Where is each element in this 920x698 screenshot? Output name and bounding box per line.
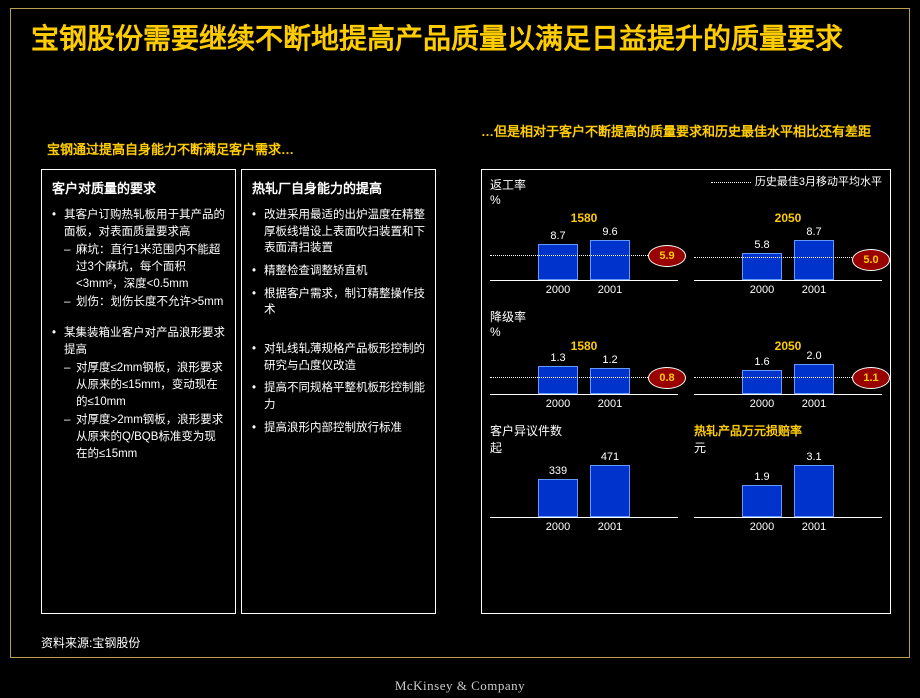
bar [590,368,630,394]
col1-list: 其客户订购热轧板用于其产品的面板，对表面质量要求高 麻坑：直行1米范围内不能超过… [52,207,225,462]
bar [590,240,630,280]
dotted-line-icon [711,182,751,183]
bar [794,240,834,280]
chart-downgrade-2050: 2050 1.6 2.0 1.1 20002001 [694,339,882,410]
col2-b3: 根据客户需求，制订精整操作技术 [252,286,425,319]
s3-right-title: 热轧产品万元损赔率 [694,422,882,439]
col2-b4: 对轧线轧薄规格产品板形控制的研究与凸度仪改造 [252,341,425,374]
col1-b2: 某集装箱业客户对产品浪形要求提高 对厚度≤2mm钢板，浪形要求从原来的≤15mm… [52,325,225,462]
bar [538,366,578,394]
col2-b2: 精整检查调整矫直机 [252,263,425,280]
col1-b1s1: 麻坑：直行1米范围内不能超过3个麻坑，每个面积<3mm²，深度<0.5mm [64,242,225,292]
column-mill-capability: 热轧厂自身能力的提高 改进采用最适的出炉温度在精整厚板线增设上表面吹扫装置和下表… [241,169,436,614]
col2-b5: 提高不同规格平整机板形控制能力 [252,380,425,413]
section3-charts: 339 471 20002001 1.9 3.1 20002001 [490,458,882,533]
col2-list: 改进采用最适的出炉温度在精整厚板线增设上表面吹扫装置和下表面清扫装置 精整检查调… [252,207,425,436]
section1-header: 返工率 % 历史最佳3月移动平均水平 [490,176,882,207]
chart-downgrade-1580: 1580 1.3 1.2 0.8 20002001 [490,339,678,410]
bar [538,244,578,280]
main-title: 宝钢股份需要继续不断地提高产品质量以满足日益提升的质量要求 [31,21,889,57]
col2-header: 热轧厂自身能力的提高 [252,178,425,197]
section2-charts: 1580 1.3 1.2 0.8 20002001 2050 1.6 2.0 1… [490,339,882,410]
s3-right-unit: 元 [694,439,882,456]
col1-b2s1: 对厚度≤2mm钢板，浪形要求从原来的≤15mm，变动现在的≤10mm [64,360,225,410]
s1-unit: % [490,193,526,207]
footer-logo: McKinsey & Company [395,678,525,694]
chart-disputes: 339 471 20002001 [490,458,678,533]
slide-frame: 宝钢股份需要继续不断地提高产品质量以满足日益提升的质量要求 宝钢通过提高自身能力… [10,8,910,658]
bar [590,465,630,517]
chart-compensation: 1.9 3.1 20002001 [694,458,882,533]
target-badge: 5.9 [648,245,686,267]
bar [538,479,578,517]
s1-title: 返工率 [490,176,526,193]
col1-b1s2: 划伤：划伤长度不允许>5mm [64,294,225,311]
s3-left-title: 客户异议件数 [490,422,678,439]
bar [742,370,782,394]
source-text: 资料来源:宝钢股份 [41,634,140,651]
subtitle-left: 宝钢通过提高自身能力不断满足客户需求… [47,139,294,158]
col1-header: 客户对质量的要求 [52,178,225,197]
column-charts: 返工率 % 历史最佳3月移动平均水平 1580 8.7 9.6 5.9 2000… [481,169,891,614]
col1-b2s2: 对厚度>2mm钢板，浪形要求从原来的Q/BQB标准变为现在的≤15mm [64,412,225,462]
chart-rework-2050: 2050 5.8 8.7 5.0 20002001 [694,211,882,296]
target-badge: 0.8 [648,367,686,389]
target-badge: 1.1 [852,367,890,389]
target-badge: 5.0 [852,249,890,271]
bar [794,364,834,394]
bar [794,465,834,517]
s3-left-unit: 起 [490,439,678,456]
col2-b6: 提高浪形内部控制放行标准 [252,420,425,437]
section1-charts: 1580 8.7 9.6 5.9 20002001 2050 5.8 8.7 5… [490,211,882,296]
column-customer-requirements: 客户对质量的要求 其客户订购热轧板用于其产品的面板，对表面质量要求高 麻坑：直行… [41,169,236,614]
section2-header: 降级率 % [490,308,882,339]
col2-b1: 改进采用最适的出炉温度在精整厚板线增设上表面吹扫装置和下表面清扫装置 [252,207,425,257]
subtitle-right: …但是相对于客户不断提高的质量要求和历史最佳水平相比还有差距 [481,124,891,141]
bar [742,485,782,517]
col1-b1: 其客户订购热轧板用于其产品的面板，对表面质量要求高 麻坑：直行1米范围内不能超过… [52,207,225,311]
legend: 历史最佳3月移动平均水平 [711,176,882,207]
chart-rework-1580: 1580 8.7 9.6 5.9 20002001 [490,211,678,296]
